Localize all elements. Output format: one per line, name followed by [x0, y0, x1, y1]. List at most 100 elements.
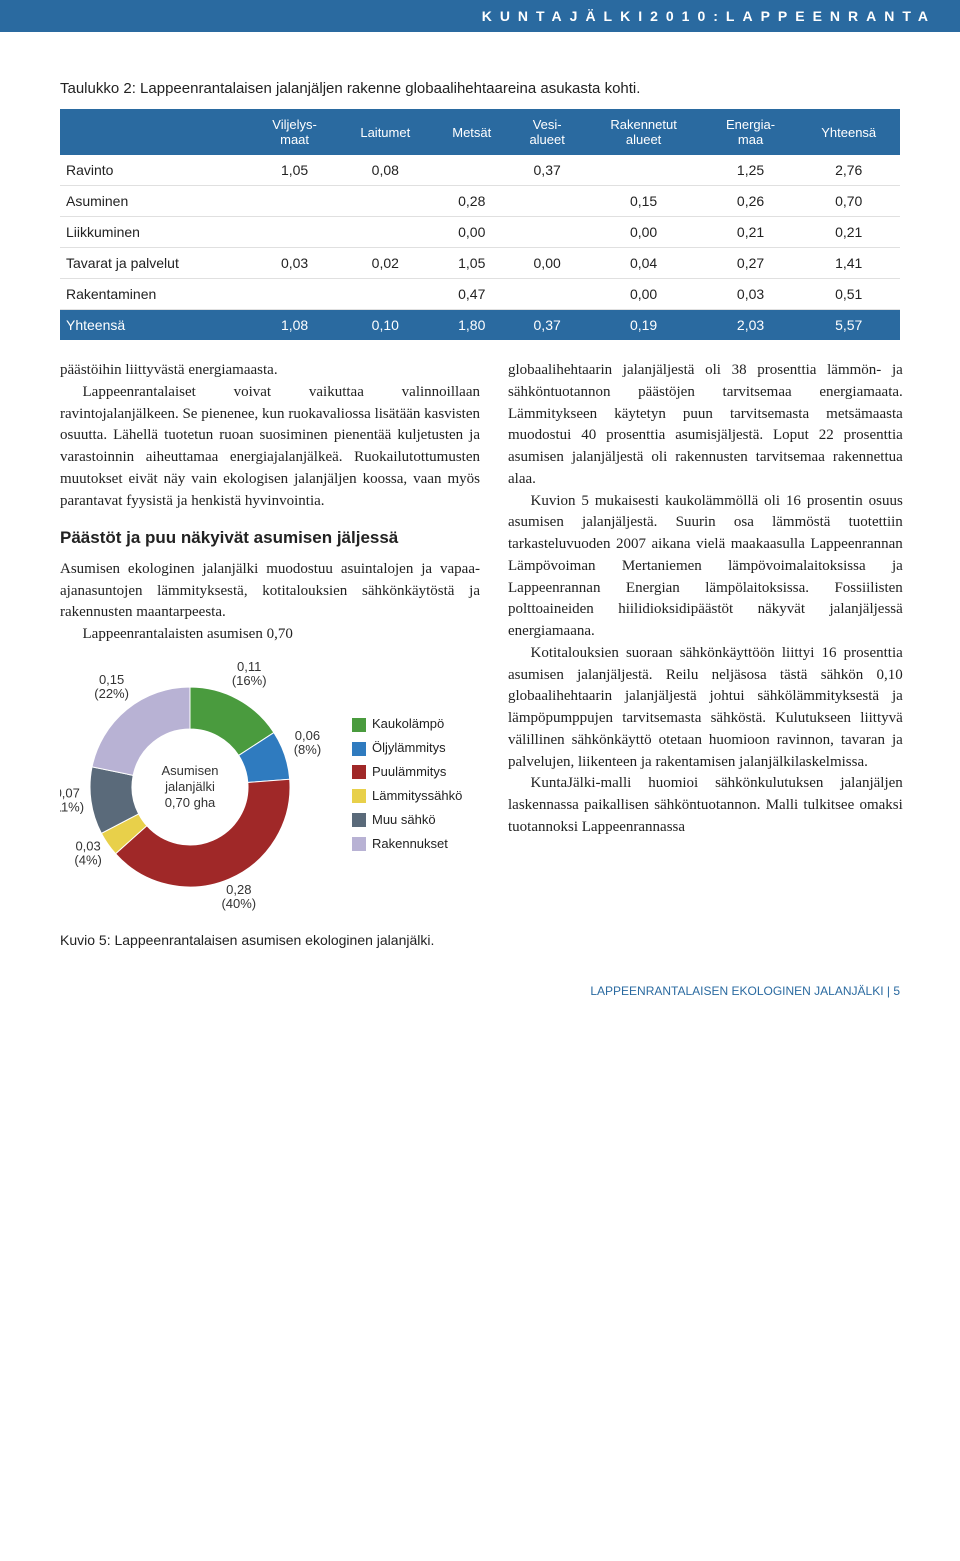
- legend-item: Puulämmitys: [352, 763, 462, 782]
- table-cell: 0,21: [704, 217, 798, 248]
- slice-label: 0,06: [295, 728, 320, 743]
- table-caption: Taulukko 2: Lappeenrantalaisen jalanjälj…: [60, 80, 900, 97]
- slice-label: 0,28: [226, 882, 251, 897]
- table-row: Rakentaminen0,470,000,030,51: [60, 279, 900, 310]
- slice-label: (40%): [221, 896, 256, 911]
- table-cell: 0,02: [338, 248, 433, 279]
- table-cell: Ravinto: [60, 155, 251, 186]
- legend-swatch: [352, 813, 366, 827]
- table-cell: 2,76: [797, 155, 900, 186]
- donut-center-label: Asumisen: [161, 763, 218, 778]
- table-header-cell: Yhteensä: [797, 109, 900, 155]
- legend-label: Kaukolämpö: [372, 715, 444, 734]
- table-header-cell: Laitumet: [338, 109, 433, 155]
- legend-swatch: [352, 765, 366, 779]
- table-total-row: Yhteensä1,080,101,800,370,192,035,57: [60, 310, 900, 341]
- main-content: Taulukko 2: Lappeenrantalaisen jalanjälj…: [0, 32, 960, 972]
- table-cell: 0,04: [583, 248, 703, 279]
- table-cell: 0,37: [511, 155, 584, 186]
- paragraph: Asumisen ekologinen jalanjälki muodostuu…: [60, 559, 480, 624]
- footer-text: LAPPEENRANTALAISEN EKOLOGINEN JALANJÄLKI…: [590, 984, 900, 998]
- table-cell: [251, 186, 338, 217]
- table-cell: [511, 186, 584, 217]
- paragraph: globaalihehtaarin jalanjäljestä oli 38 p…: [508, 360, 903, 491]
- slice-label: 0,15: [99, 672, 124, 687]
- donut-chart-wrap: 0,11(16%)0,06(8%)0,28(40%)0,03(4%)0,07(1…: [60, 662, 480, 912]
- table-cell: 0,10: [338, 310, 433, 341]
- paragraph: päästöihin liittyvästä energiamaasta.: [60, 360, 480, 382]
- slice-label: (22%): [94, 686, 129, 701]
- legend-item: Rakennukset: [352, 835, 462, 854]
- table-cell: 5,57: [797, 310, 900, 341]
- table-cell: [251, 279, 338, 310]
- table-cell: [511, 279, 584, 310]
- table-row: Ravinto1,050,08 0,37 1,252,76: [60, 155, 900, 186]
- table-header-cell: Viljelys- maat: [251, 109, 338, 155]
- table-cell: Asuminen: [60, 186, 251, 217]
- table-cell: 0,70: [797, 186, 900, 217]
- table-cell: 1,05: [433, 248, 511, 279]
- table-cell: 0,03: [704, 279, 798, 310]
- table-cell: 0,00: [583, 217, 703, 248]
- legend-swatch: [352, 837, 366, 851]
- table-cell: 0,00: [433, 217, 511, 248]
- table-cell: 0,03: [251, 248, 338, 279]
- table-row: Asuminen0,280,150,260,70: [60, 186, 900, 217]
- paragraph: KuntaJälki-malli huomioi sähkönkulutukse…: [508, 773, 903, 838]
- paragraph: Kotitalouksien suoraan sähkönkäyttöön li…: [508, 643, 903, 774]
- table-cell: 1,05: [251, 155, 338, 186]
- table-cell: Tavarat ja palvelut: [60, 248, 251, 279]
- table-cell: 0,21: [797, 217, 900, 248]
- table-header-cell: Rakennetut alueet: [583, 109, 703, 155]
- donut-chart: 0,11(16%)0,06(8%)0,28(40%)0,03(4%)0,07(1…: [60, 662, 340, 912]
- table-header-cell: Vesi- alueet: [511, 109, 584, 155]
- table-cell: 0,15: [583, 186, 703, 217]
- donut-center-label: jalanjälki: [164, 779, 215, 794]
- chart-legend: KaukolämpöÖljylämmitysPuulämmitysLämmity…: [352, 715, 462, 858]
- table-cell: [511, 217, 584, 248]
- legend-swatch: [352, 718, 366, 732]
- data-table: Viljelys- maatLaitumetMetsätVesi- alueet…: [60, 109, 900, 340]
- left-column: päästöihin liittyvästä energiamaasta. La…: [60, 360, 480, 912]
- table-header-cell: Metsät: [433, 109, 511, 155]
- subheading: Päästöt ja puu näkyivät asumisen jäljess…: [60, 526, 480, 551]
- table-cell: [338, 279, 433, 310]
- slice-label: (8%): [294, 742, 321, 757]
- paragraph: Lappeenrantalaiset voivat vaikuttaa vali…: [60, 382, 480, 513]
- table-cell: 0,08: [338, 155, 433, 186]
- table-cell: 2,03: [704, 310, 798, 341]
- text-columns: päästöihin liittyvästä energiamaasta. La…: [60, 360, 900, 912]
- legend-item: Öljylämmitys: [352, 739, 462, 758]
- table-cell: [251, 217, 338, 248]
- legend-label: Öljylämmitys: [372, 739, 446, 758]
- legend-label: Rakennukset: [372, 835, 448, 854]
- slice-label: 0,07: [60, 785, 80, 800]
- legend-item: Muu sähkö: [352, 811, 462, 830]
- legend-label: Puulämmitys: [372, 763, 446, 782]
- table-cell: [583, 155, 703, 186]
- legend-swatch: [352, 742, 366, 756]
- table-cell: 0,28: [433, 186, 511, 217]
- table-cell: 0,37: [511, 310, 584, 341]
- table-header-cell: Energia- maa: [704, 109, 798, 155]
- table-cell: Liikkuminen: [60, 217, 251, 248]
- slice-label: (11%): [60, 799, 84, 814]
- table-cell: 1,41: [797, 248, 900, 279]
- legend-item: Kaukolämpö: [352, 715, 462, 734]
- table-cell: 1,08: [251, 310, 338, 341]
- page-footer: LAPPEENRANTALAISEN EKOLOGINEN JALANJÄLKI…: [0, 984, 960, 1022]
- table-cell: 1,25: [704, 155, 798, 186]
- slice-label: (4%): [74, 853, 101, 868]
- table-cell: 1,80: [433, 310, 511, 341]
- table-cell: Yhteensä: [60, 310, 251, 341]
- table-cell: [338, 217, 433, 248]
- table-header-cell: [60, 109, 251, 155]
- table-cell: [433, 155, 511, 186]
- legend-swatch: [352, 789, 366, 803]
- legend-label: Muu sähkö: [372, 811, 436, 830]
- chart-caption: Kuvio 5: Lappeenrantalaisen asumisen eko…: [60, 932, 900, 948]
- table-cell: Rakentaminen: [60, 279, 251, 310]
- table-cell: 0,47: [433, 279, 511, 310]
- table-cell: 0,19: [583, 310, 703, 341]
- right-column: globaalihehtaarin jalanjäljestä oli 38 p…: [508, 360, 903, 912]
